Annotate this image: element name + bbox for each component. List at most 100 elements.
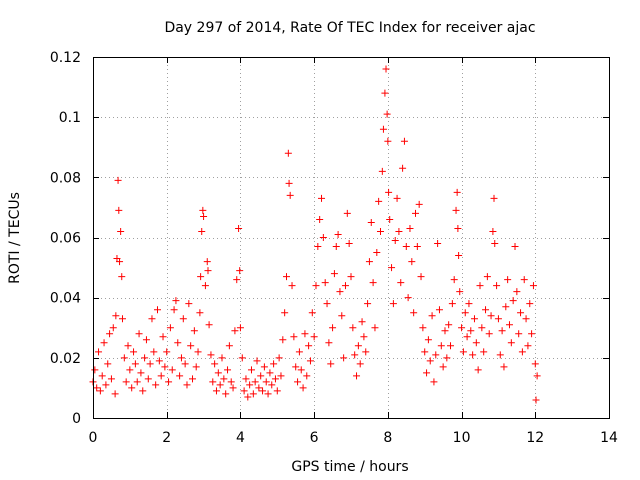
x-tick-label: 0 (89, 430, 98, 446)
data-point (204, 267, 212, 275)
data-point (474, 366, 482, 374)
data-point (96, 387, 104, 395)
data-point (500, 363, 508, 371)
x-tick-label: 2 (162, 430, 171, 446)
data-point (284, 149, 292, 157)
data-point (528, 330, 536, 338)
data-point (391, 237, 399, 245)
data-point (393, 194, 401, 202)
data-point (408, 258, 416, 266)
data-point (114, 176, 122, 184)
data-point (402, 243, 410, 251)
data-point (118, 315, 126, 323)
data-point (496, 351, 504, 359)
data-point (142, 336, 150, 344)
data-point (441, 327, 449, 335)
data-point (133, 378, 141, 386)
data-point (260, 363, 268, 371)
data-point (406, 224, 414, 232)
data-point (172, 297, 180, 305)
data-point (253, 357, 261, 365)
data-point (183, 381, 191, 389)
data-point (453, 188, 461, 196)
data-point (137, 369, 145, 377)
data-point (505, 321, 513, 329)
y-tick-label: 0.1 (59, 110, 81, 126)
data-point (161, 363, 169, 371)
data-point (428, 312, 436, 320)
grid (93, 57, 609, 418)
data-point (199, 206, 207, 214)
data-point (235, 224, 243, 232)
data-points (89, 65, 541, 404)
data-point (246, 381, 254, 389)
data-point (152, 381, 160, 389)
data-point (211, 360, 219, 368)
data-point (450, 276, 458, 284)
data-point (154, 306, 161, 314)
plot-frame (93, 57, 610, 419)
data-point (415, 200, 423, 208)
data-point (117, 227, 125, 235)
data-point (430, 378, 438, 386)
data-point (470, 315, 478, 323)
data-point (489, 227, 497, 235)
y-tick-label: 0.02 (50, 351, 81, 367)
data-point (375, 197, 383, 205)
data-point (318, 194, 326, 202)
data-point (465, 300, 473, 308)
data-point (312, 282, 320, 290)
data-point (185, 300, 193, 308)
data-point (472, 339, 480, 347)
data-point (502, 303, 510, 311)
data-point (224, 366, 232, 374)
data-point (490, 194, 498, 202)
data-point (327, 360, 335, 368)
data-point (404, 294, 412, 302)
data-point (340, 354, 348, 362)
data-point (236, 324, 244, 332)
data-point (270, 360, 278, 368)
data-point (163, 348, 171, 356)
data-point (360, 333, 368, 341)
data-point (294, 378, 302, 386)
data-point (190, 327, 198, 335)
data-point (209, 378, 217, 386)
data-point (120, 354, 128, 362)
data-point (365, 258, 373, 266)
data-point (533, 372, 541, 380)
data-point (483, 273, 491, 281)
data-point (268, 381, 276, 389)
data-point (410, 309, 418, 317)
data-point (421, 348, 429, 356)
data-point (227, 378, 235, 386)
data-point (341, 282, 349, 290)
data-point (212, 387, 220, 395)
data-point (116, 258, 124, 266)
data-point (196, 309, 204, 317)
data-point (319, 234, 327, 241)
data-point (517, 309, 525, 317)
data-point (249, 390, 257, 398)
data-point (385, 188, 393, 196)
data-point (135, 330, 143, 338)
data-point (244, 393, 252, 401)
data-point (504, 276, 512, 284)
data-point (128, 384, 136, 392)
data-point (299, 384, 307, 392)
data-point (290, 333, 298, 341)
data-point (522, 315, 530, 323)
data-point (189, 375, 197, 383)
data-point (220, 375, 228, 383)
data-point (259, 387, 267, 395)
data-point (281, 309, 289, 317)
data-point (435, 306, 443, 314)
data-point (165, 378, 173, 386)
data-point (376, 227, 384, 235)
data-point (170, 306, 178, 314)
data-point (150, 348, 158, 356)
chart-title: Day 297 of 2014, Rate Of TEC Index for r… (164, 20, 535, 36)
data-point (310, 333, 318, 341)
data-point (131, 360, 139, 368)
